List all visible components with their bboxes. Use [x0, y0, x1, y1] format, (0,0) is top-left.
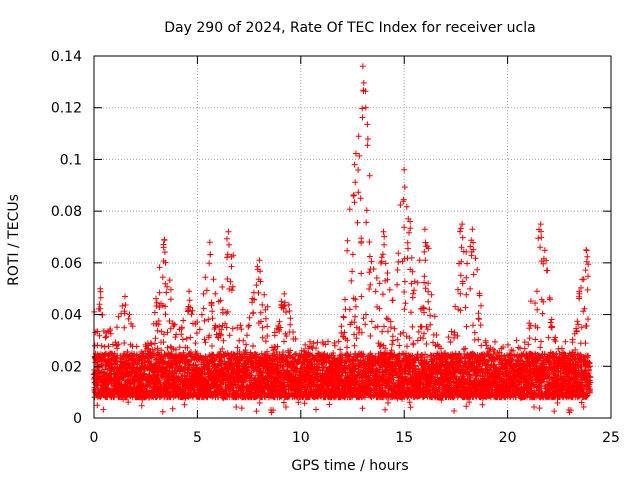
- y-tick-label: 0.04: [51, 308, 82, 324]
- x-axis-label: GPS time / hours: [291, 458, 408, 474]
- roti-points: [90, 63, 594, 416]
- x-tick-label: 25: [602, 430, 620, 446]
- y-tick-label: 0.08: [51, 204, 82, 220]
- x-tick-label: 0: [90, 430, 99, 446]
- x-tick-label: 10: [292, 430, 310, 446]
- chart-title: Day 290 of 2024, Rate Of TEC Index for r…: [164, 20, 535, 36]
- y-tick-label: 0.02: [51, 359, 82, 375]
- x-tick-label: 15: [395, 430, 413, 446]
- data-points: [90, 63, 594, 416]
- y-tick-label: 0.06: [51, 256, 82, 272]
- x-tick-label: 5: [193, 430, 202, 446]
- axis-ticks: 0 5 10 15 20 25 0 0.02 0.04 0.06 0.08 0.1 0.12 0.14: [51, 49, 620, 446]
- grid-lines: [94, 56, 611, 418]
- x-tick-label: 20: [499, 430, 517, 446]
- y-tick-label: 0: [73, 411, 82, 427]
- y-tick-label: 0.14: [51, 49, 82, 65]
- plot-frame: [93, 55, 612, 419]
- y-tick-label: 0.12: [51, 101, 82, 117]
- y-axis-label: ROTI / TECUs: [6, 194, 22, 286]
- y-tick-label: 0.1: [60, 152, 82, 168]
